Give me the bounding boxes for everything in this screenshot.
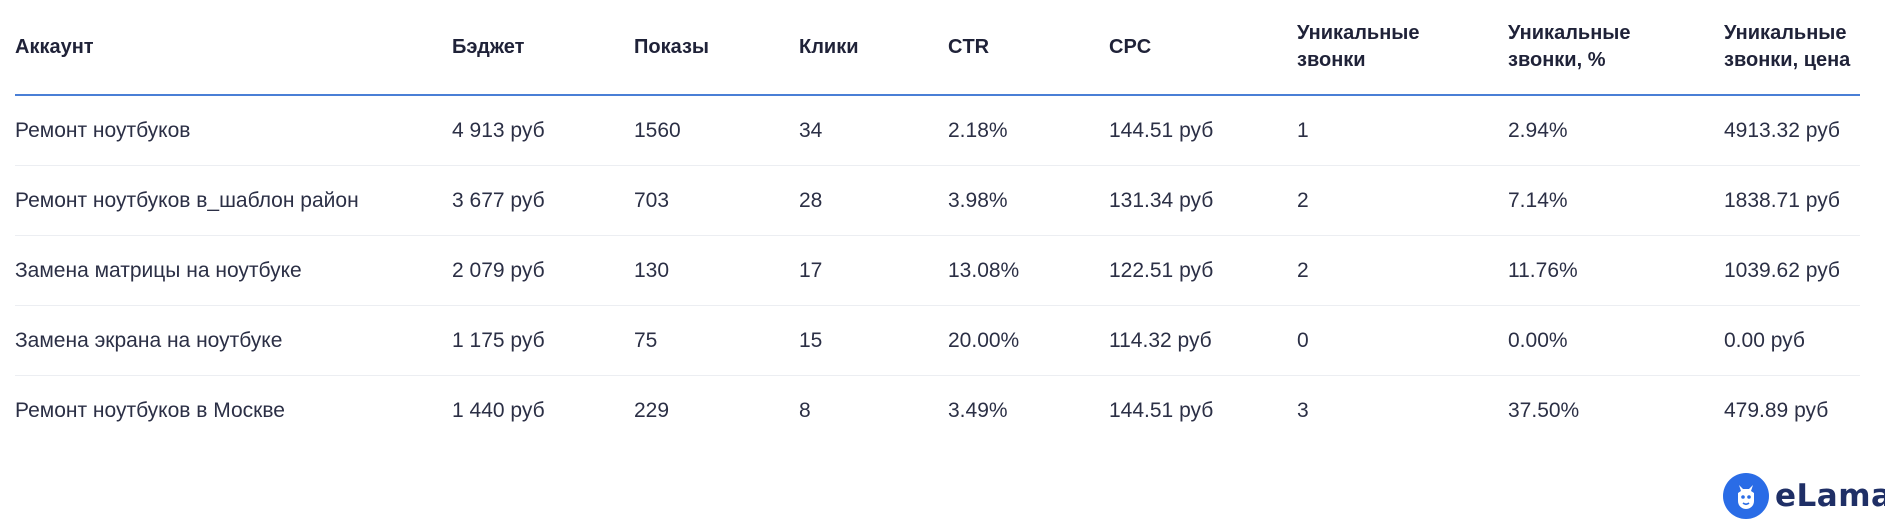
cell-unique-calls-percent: 0.00% [1508,328,1568,352]
cell-budget: 1 440 руб [452,398,545,422]
cell-unique-calls: 3 [1297,398,1309,422]
cell-unique-calls: 0 [1297,328,1309,352]
header-unique-calls[interactable]: Уникальные звонки [1297,22,1420,71]
header-account[interactable]: Аккаунт [15,35,94,58]
table-row: Ремонт ноутбуков в_шаблон район 3 677 ру… [15,166,1860,236]
cell-impressions: 229 [634,398,670,422]
table-row: Замена экрана на ноутбуке 1 175 руб 75 1… [15,306,1860,376]
cell-clicks: 8 [799,398,811,422]
cell-ctr: 2.18% [948,118,1008,142]
cell-clicks: 34 [799,118,823,142]
cell-account: Ремонт ноутбуков в Москве [15,398,285,422]
table-row: Замена матрицы на ноутбуке 2 079 руб 130… [15,236,1860,306]
cell-unique-calls: 2 [1297,188,1309,212]
header-impressions[interactable]: Показы [634,35,709,58]
cell-budget: 4 913 руб [452,118,545,142]
cell-budget: 3 677 руб [452,188,545,212]
table-header-row: Аккаунт Бэджет Показы Клики CTR CPC Уник… [15,0,1860,96]
cell-unique-calls-price: 0.00 руб [1724,328,1805,352]
cell-unique-calls-percent: 2.94% [1508,118,1568,142]
header-unique-calls-percent[interactable]: Уникальные звонки, % [1508,22,1631,71]
header-ctr[interactable]: CTR [948,35,990,58]
cell-ctr: 20.00% [948,328,1020,352]
llama-icon [1723,473,1769,519]
cell-clicks: 17 [799,258,823,282]
table-row: Ремонт ноутбуков 4 913 руб 1560 34 2.18%… [15,96,1860,166]
logo-text: eLama [1775,478,1885,514]
cell-cpc: 144.51 руб [1109,118,1214,142]
cell-ctr: 3.49% [948,398,1008,422]
cell-unique-calls-percent: 11.76% [1508,258,1578,282]
header-unique-calls-price[interactable]: Уникальные звонки, цена [1724,22,1851,71]
cell-impressions: 1560 [634,118,681,142]
cell-budget: 2 079 руб [452,258,545,282]
cell-account: Замена экрана на ноутбуке [15,328,283,352]
cell-unique-calls: 1 [1297,118,1309,142]
cell-account: Ремонт ноутбуков [15,118,191,142]
cell-unique-calls-price: 479.89 руб [1724,398,1829,422]
cell-impressions: 75 [634,328,658,352]
cell-unique-calls-percent: 7.14% [1508,188,1568,212]
cell-unique-calls-price: 1838.71 руб [1724,188,1840,212]
cell-ctr: 3.98% [948,188,1008,212]
cell-impressions: 130 [634,258,670,282]
cell-unique-calls-percent: 37.50% [1508,398,1580,422]
cell-clicks: 28 [799,188,823,212]
cell-cpc: 114.32 руб [1109,328,1212,352]
cell-budget: 1 175 руб [452,328,545,352]
header-clicks[interactable]: Клики [799,35,859,58]
header-budget[interactable]: Бэджет [452,35,525,58]
stats-table: Аккаунт Бэджет Показы Клики CTR CPC Уник… [15,0,1860,445]
cell-clicks: 15 [799,328,823,352]
header-cpc[interactable]: CPC [1109,35,1152,58]
cell-cpc: 122.51 руб [1109,258,1214,282]
cell-account: Ремонт ноутбуков в_шаблон район [15,188,359,212]
cell-unique-calls-price: 1039.62 руб [1724,258,1840,282]
cell-cpc: 131.34 руб [1109,188,1214,212]
elama-logo: eLama [1723,473,1885,519]
cell-ctr: 13.08% [948,258,1020,282]
cell-impressions: 703 [634,188,670,212]
table-row: Ремонт ноутбуков в Москве 1 440 руб 229 … [15,376,1860,445]
cell-unique-calls: 2 [1297,258,1309,282]
cell-unique-calls-price: 4913.32 руб [1724,118,1840,142]
cell-account: Замена матрицы на ноутбуке [15,258,302,282]
cell-cpc: 144.51 руб [1109,398,1214,422]
